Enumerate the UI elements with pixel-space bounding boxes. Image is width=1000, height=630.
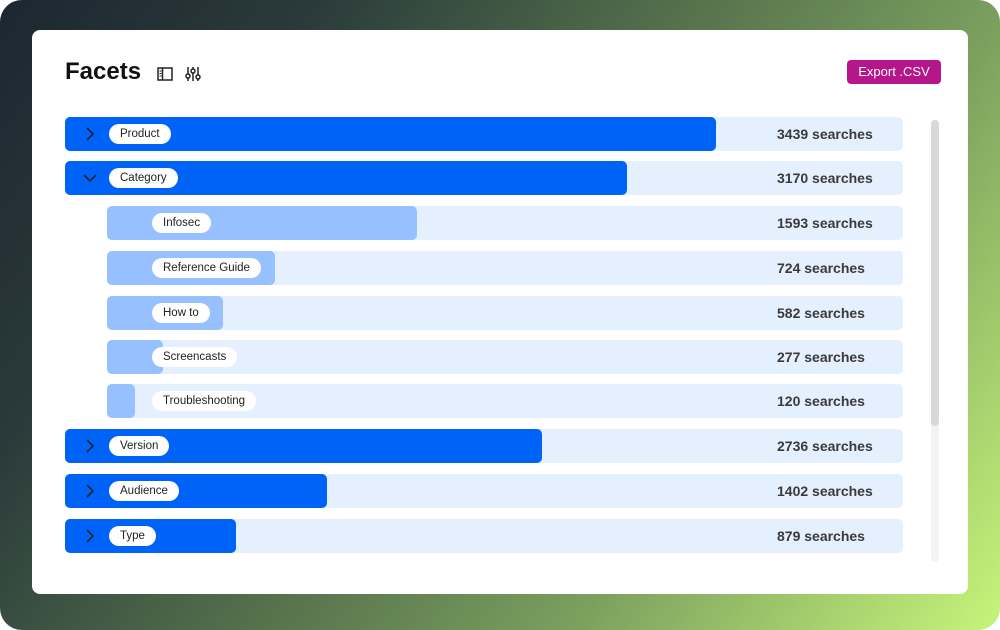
chevron-right-icon[interactable] [83, 484, 97, 498]
scrollbar-thumb[interactable] [931, 120, 939, 426]
chevron-right-icon[interactable] [83, 439, 97, 453]
facet-count: 3170 searches [777, 170, 873, 186]
facet-row-audience[interactable]: Audience 1402 searches [65, 474, 903, 508]
page-title: Facets [65, 58, 142, 85]
facet-count: 277 searches [777, 349, 865, 365]
facet-label: Category [109, 168, 178, 188]
facet-row-version[interactable]: Version 2736 searches [65, 429, 903, 463]
facet-count: 3439 searches [777, 126, 873, 142]
facet-row-type[interactable]: Type 879 searches [65, 519, 903, 553]
chevron-right-icon[interactable] [83, 529, 97, 543]
facet-label: Version [109, 436, 170, 456]
sliders-filter-icon[interactable] [184, 65, 202, 83]
facet-label: Type [109, 526, 156, 546]
facet-label: Reference Guide [152, 258, 261, 278]
facet-row-screencasts[interactable]: Screencasts 277 searches [107, 340, 903, 374]
facet-label: Troubleshooting [152, 391, 257, 411]
chevron-down-icon[interactable] [83, 171, 97, 185]
facet-row-troubleshooting[interactable]: Troubleshooting 120 searches [107, 384, 903, 418]
bar-fill [65, 117, 716, 151]
facet-label: Audience [109, 481, 179, 501]
bar-fill [65, 474, 327, 508]
facet-count: 879 searches [777, 528, 865, 544]
facet-count: 724 searches [777, 260, 865, 276]
export-csv-button[interactable]: Export .CSV [847, 60, 941, 84]
facet-row-reference-guide[interactable]: Reference Guide 724 searches [107, 251, 903, 285]
facet-count: 120 searches [777, 393, 865, 409]
sidebar-panel-icon[interactable] [156, 65, 174, 83]
facet-label: How to [152, 303, 210, 323]
facet-count: 582 searches [777, 305, 865, 321]
facet-label: Screencasts [152, 347, 238, 367]
facet-label: Product [109, 124, 171, 144]
bar-fill [107, 384, 135, 418]
chevron-right-icon[interactable] [83, 127, 97, 141]
facet-count: 1402 searches [777, 483, 873, 499]
facet-row-product[interactable]: Product 3439 searches [65, 117, 903, 151]
facet-row-how-to[interactable]: How to 582 searches [107, 296, 903, 330]
facets-card: Facets Export .CSV Product 3439 searches [32, 30, 968, 594]
facet-row-infosec[interactable]: Infosec 1593 searches [107, 206, 903, 240]
facet-count: 2736 searches [777, 438, 873, 454]
facet-row-category[interactable]: Category 3170 searches [65, 161, 903, 195]
facet-count: 1593 searches [777, 215, 873, 231]
scrollbar-track[interactable] [931, 120, 939, 562]
facet-label: Infosec [152, 213, 212, 233]
